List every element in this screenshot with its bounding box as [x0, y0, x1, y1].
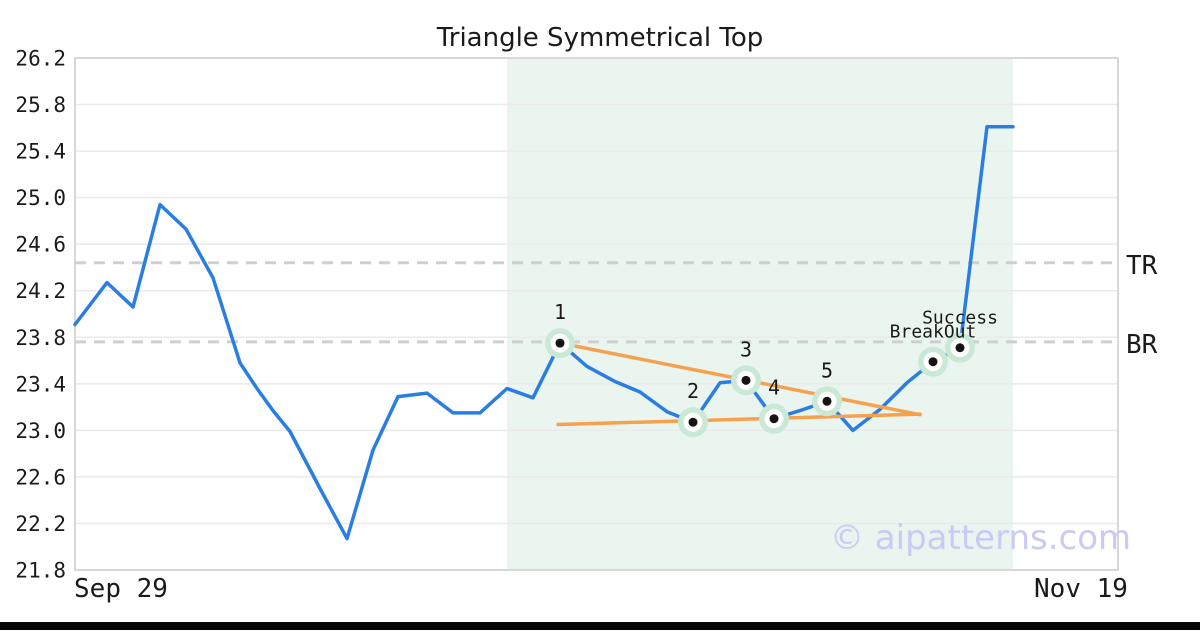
- y-axis-tick-label: 22.2: [15, 512, 66, 536]
- chart-markers-layer: [545, 328, 975, 438]
- level-label-br: BR: [1126, 330, 1158, 360]
- y-axis-tick-label: 23.8: [15, 326, 66, 350]
- y-axis-tick-label: 26.2: [15, 47, 66, 71]
- chart-levels-layer: TR BR: [75, 251, 1158, 360]
- marker-3-label: 3: [740, 337, 752, 361]
- pattern-highlight-region: [507, 58, 1013, 570]
- marker-2-dot: [688, 417, 698, 427]
- marker-breakout-dot: [928, 357, 938, 367]
- marker-breakout-label: BreakOut: [890, 322, 977, 343]
- plot-border: [74, 57, 1119, 571]
- marker-2-label: 2: [687, 379, 699, 403]
- y-axis-tick-label: 25.4: [15, 140, 66, 164]
- y-axis-tick-label: 23.4: [15, 372, 66, 396]
- marker-5-label: 5: [821, 358, 833, 382]
- y-axis-tick-label: 21.8: [15, 559, 66, 583]
- y-axis-tick-label: 25.0: [15, 186, 66, 210]
- trendline-lower: [556, 412, 922, 427]
- watermark: © aipatterns.com: [830, 518, 1131, 558]
- x-axis-label-end: Nov 19: [1034, 574, 1128, 604]
- y-axis-tick-label: 24.2: [15, 279, 66, 303]
- y-axis-tick-label: 24.6: [15, 233, 66, 257]
- marker-3-dot: [741, 375, 751, 385]
- marker-1-label: 1: [554, 300, 566, 324]
- y-axis-tick-label: 25.8: [15, 93, 66, 117]
- marker-1-dot: [555, 338, 565, 348]
- marker-success-label: Success: [922, 308, 998, 329]
- marker-4-dot: [769, 414, 779, 424]
- level-label-tr: TR: [1126, 251, 1158, 281]
- x-axis-label-start: Sep 29: [74, 574, 168, 604]
- chart-background-layer: [507, 58, 1013, 570]
- y-axis-tick-label: 22.6: [15, 465, 66, 489]
- footer-bar: [0, 622, 1200, 630]
- marker-4-label: 4: [768, 376, 780, 400]
- y-axis-tick-label: 23.0: [15, 419, 66, 443]
- chart-grid-layer: 26.2 25.8 25.4 25.0 24.6 24.2 23.8 23.4 23.0 22.6…: [15, 47, 1119, 583]
- marker-success-dot: [955, 343, 965, 353]
- marker-5-dot: [822, 396, 832, 406]
- chart-title: Triangle Symmetrical Top: [436, 23, 764, 53]
- price-line: [73, 124, 1015, 541]
